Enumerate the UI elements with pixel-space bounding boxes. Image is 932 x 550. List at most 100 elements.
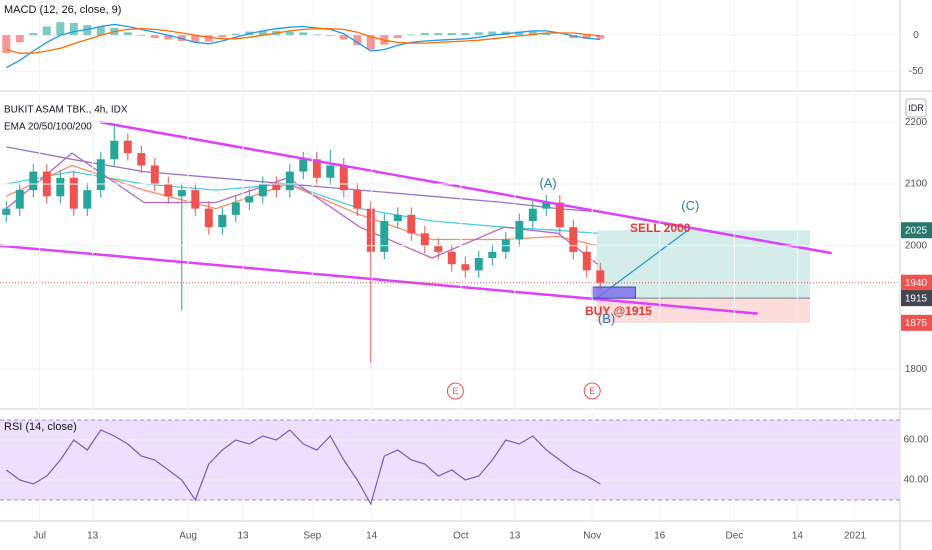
price-label: 1915: [905, 293, 928, 304]
price-label-box: [901, 222, 932, 239]
event-label: E: [589, 386, 595, 396]
histogram-bar: [366, 35, 375, 50]
candle-body: [569, 227, 578, 252]
histogram-bar: [407, 34, 416, 36]
candle-body: [299, 159, 308, 172]
annotation: (C): [681, 198, 699, 213]
y-tick-label: 2200: [905, 117, 928, 128]
macd-line: [5, 23, 601, 69]
candle-body: [420, 233, 429, 246]
chart-title: BUKIT ASAM TBK., 4h, IDX: [4, 105, 128, 116]
price-label-box: [901, 290, 932, 307]
histogram-bar: [285, 31, 294, 36]
event-label: E: [452, 386, 458, 396]
x-tick-label: Dec: [726, 531, 744, 542]
candle-body: [191, 190, 200, 209]
macd-title: MACD (12, 26, close, 9): [4, 4, 121, 16]
candle-body: [204, 208, 213, 228]
histogram-bar: [177, 35, 186, 41]
candle-body: [137, 153, 146, 166]
candle-body: [96, 159, 105, 191]
candle-body: [110, 140, 119, 160]
histogram-bar: [393, 35, 402, 39]
candle-body: [123, 140, 132, 154]
trendline: [0, 244, 758, 315]
candle-body: [245, 196, 254, 203]
candle-body: [177, 190, 186, 197]
candle-body: [461, 264, 470, 271]
event-marker: [446, 382, 464, 400]
candle-body: [312, 159, 321, 178]
unit-badge: [905, 98, 927, 118]
candle-body: [272, 183, 281, 191]
histogram-bar: [96, 26, 105, 36]
y-tick-label: 2100: [905, 179, 928, 190]
candle-body: [218, 214, 227, 228]
histogram-bar: [231, 33, 240, 36]
y-tick-label: 40.00: [903, 475, 928, 486]
x-tick-label: 14: [366, 531, 378, 542]
x-tick-label: Sep: [303, 531, 321, 542]
ema-line: [5, 152, 598, 265]
price-label: 2025: [905, 225, 928, 236]
candle-body: [69, 177, 78, 209]
candle-body: [542, 202, 551, 209]
event-marker: [583, 382, 601, 400]
x-tick-label: 13: [87, 531, 99, 542]
histogram-bar: [69, 22, 78, 36]
trendline: [99, 120, 832, 255]
annotation: (A): [539, 175, 556, 190]
annotation: (B): [598, 311, 615, 326]
candle-body: [488, 251, 497, 259]
histogram-bar: [312, 34, 321, 36]
candle-body: [582, 251, 591, 271]
histogram-bar: [461, 33, 470, 36]
ema-line: [6, 164, 598, 247]
histogram-bar: [420, 33, 429, 36]
histogram-bar: [326, 35, 335, 36]
histogram-bar: [353, 35, 362, 46]
histogram-bar: [258, 30, 267, 36]
x-tick-label: Jul: [33, 531, 46, 542]
rsi-line: [5, 429, 601, 506]
candle-body: [231, 202, 240, 215]
candle-body: [596, 270, 605, 283]
candle-body: [56, 177, 65, 197]
rsi-band: [0, 420, 900, 500]
candle-body: [353, 190, 362, 209]
candle-body: [164, 183, 173, 197]
ema-line: [6, 146, 598, 213]
x-tick-label: Aug: [179, 531, 197, 542]
histogram-bar: [42, 26, 51, 36]
histogram-bar: [434, 33, 443, 36]
histogram-bar: [447, 33, 456, 36]
candle-body: [380, 220, 389, 252]
histogram-bar: [15, 35, 24, 43]
y-tick-label: 0: [913, 30, 919, 41]
histogram-bar: [137, 35, 146, 36]
histogram-bar: [164, 35, 173, 40]
candle-body: [555, 202, 564, 228]
price-label: 1875: [905, 318, 928, 329]
candle-body: [474, 258, 483, 271]
x-tick-label: Oct: [453, 531, 469, 542]
candle-body: [285, 171, 294, 191]
unit-label: IDR: [908, 103, 924, 113]
candle-body: [150, 165, 159, 184]
main-panel: [0, 120, 900, 363]
candle-body: [515, 220, 524, 240]
histogram-bar: [569, 35, 578, 39]
y-tick-label: 1800: [905, 364, 928, 375]
x-tick-label: 13: [509, 531, 521, 542]
histogram-bar: [83, 25, 92, 36]
candle-body: [339, 165, 348, 191]
rsi-title: RSI (14, close): [4, 421, 77, 433]
candle-body: [83, 190, 92, 209]
candle-body: [326, 165, 335, 178]
histogram-bar: [56, 22, 65, 36]
annotation: BUY @1915: [585, 304, 652, 318]
price-label-box: [901, 274, 932, 291]
price-label-box: [901, 314, 932, 331]
candle-body: [258, 183, 267, 197]
